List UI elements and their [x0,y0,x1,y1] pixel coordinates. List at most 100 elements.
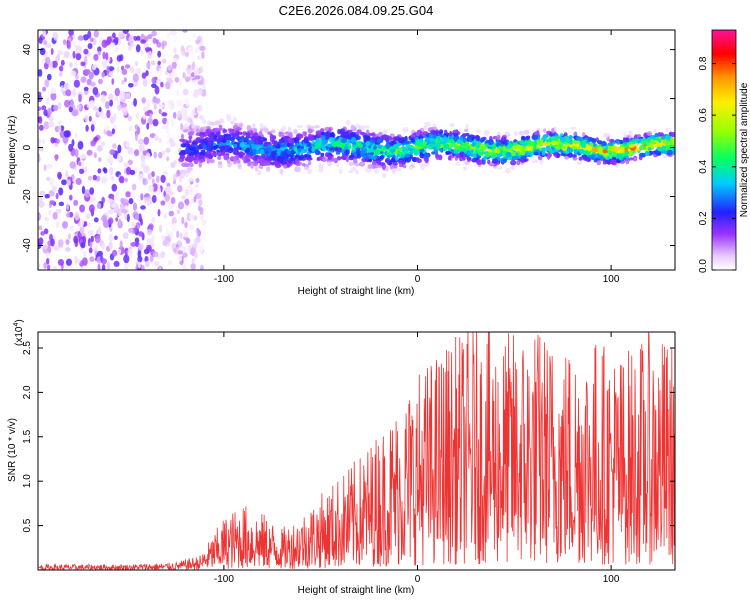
heatmap-cell [182,30,188,33]
heatmap-cell [143,136,150,145]
heatmap-cell [48,210,52,216]
heatmap-cell [89,241,93,248]
heatmap-cell [146,228,153,236]
heatmap-cell [167,103,172,110]
heatmap-cell [151,234,155,243]
heatmap-cell [66,40,71,49]
heatmap-cell [179,154,186,160]
heatmap-cell [311,146,315,153]
heatmap-cell [259,123,264,129]
heatmap-cell [630,140,637,145]
heatmap-cell [196,227,200,234]
heatmap-cell [619,139,624,144]
heatmap-cell [596,160,602,166]
heatmap-cell [131,183,137,191]
heatmap-cell [483,147,487,151]
heatmap-cell [352,144,358,149]
heatmap-cell [269,133,274,140]
heatmap-cell [287,126,292,133]
heatmap-cell [137,255,143,263]
bottom-y-axis-label: SNR (10 * v/v) [7,418,18,482]
heatmap-cell [331,143,337,148]
heatmap-cell [453,150,459,154]
heatmap-cell [109,166,114,176]
heatmap-cell [601,141,607,147]
heatmap-cell [431,151,436,155]
heatmap-cell [179,232,183,240]
heatmap-cell [393,145,399,150]
top-x-tick-label: 100 [603,274,620,285]
heatmap-cell [573,149,578,155]
heatmap-cell [567,148,574,153]
heatmap-cell [661,154,668,159]
heatmap-cell [358,161,366,167]
heatmap-cell [177,201,185,210]
heatmap-cell [43,262,47,269]
heatmap-cell [231,132,237,138]
heatmap-cell [653,128,657,134]
heatmap-cell [193,240,198,249]
heatmap-cell [478,151,484,156]
heatmap-cell [144,260,150,267]
heatmap-cell [46,264,51,270]
heatmap-cell [183,129,189,133]
heatmap-cell [526,135,531,140]
heatmap-cell [657,151,662,156]
heatmap-cell [210,152,217,156]
heatmap-cell [190,263,196,270]
heatmap-cell [307,128,313,134]
heatmap-cell [197,205,201,212]
heatmap-cell [661,145,667,151]
heatmap-cell [623,132,628,138]
heatmap-cell [185,198,190,206]
heatmap-cell [165,120,169,127]
bottom-x-tick-label: -100 [214,574,234,585]
heatmap-cell [142,78,148,87]
heatmap-cell [398,163,403,168]
heatmap-cell [625,158,630,165]
heatmap-cell [364,125,370,129]
heatmap-cell [188,214,195,220]
heatmap-cell [117,98,121,106]
heatmap-cell [410,134,416,138]
heatmap-cell [96,145,103,152]
heatmap-cell [505,151,512,158]
heatmap-cell [38,142,41,148]
bottom-y-tick-label: 1.5 [22,429,33,443]
heatmap-cell [177,185,183,193]
heatmap-cell [172,111,177,119]
heatmap-cell [165,147,171,153]
heatmap-cell [516,160,521,166]
heatmap-cell [115,46,119,52]
heatmap-cell [396,168,402,172]
heatmap-cell [61,179,67,186]
heatmap-cell [199,114,204,120]
heatmap-cell [497,131,501,136]
heatmap-cell [166,132,171,139]
heatmap-cell [199,129,204,133]
heatmap-cell [55,138,60,144]
heatmap-cell [518,130,525,136]
heatmap-cell [404,153,411,158]
heatmap-cell [180,122,184,131]
heatmap-cell [181,216,185,225]
heatmap-cell [574,140,581,144]
heatmap-cell [53,32,59,41]
heatmap-cell [98,106,102,113]
heatmap-cell [487,159,491,165]
heatmap-cell [155,97,161,104]
heatmap-cell [318,163,324,169]
heatmap-cell [57,239,64,248]
heatmap-cell [306,168,313,175]
heatmap-cell [160,251,166,259]
heatmap-cell [124,64,131,69]
heatmap-cell [449,138,455,144]
heatmap-cell [182,72,186,79]
heatmap-cell [66,212,71,218]
heatmap-cell [365,140,371,147]
top-x-tick-label: -100 [214,274,234,285]
heatmap-cell [357,154,362,159]
heatmap-cell [114,95,119,101]
heatmap-cell [307,160,312,166]
heatmap-cell [397,147,403,152]
